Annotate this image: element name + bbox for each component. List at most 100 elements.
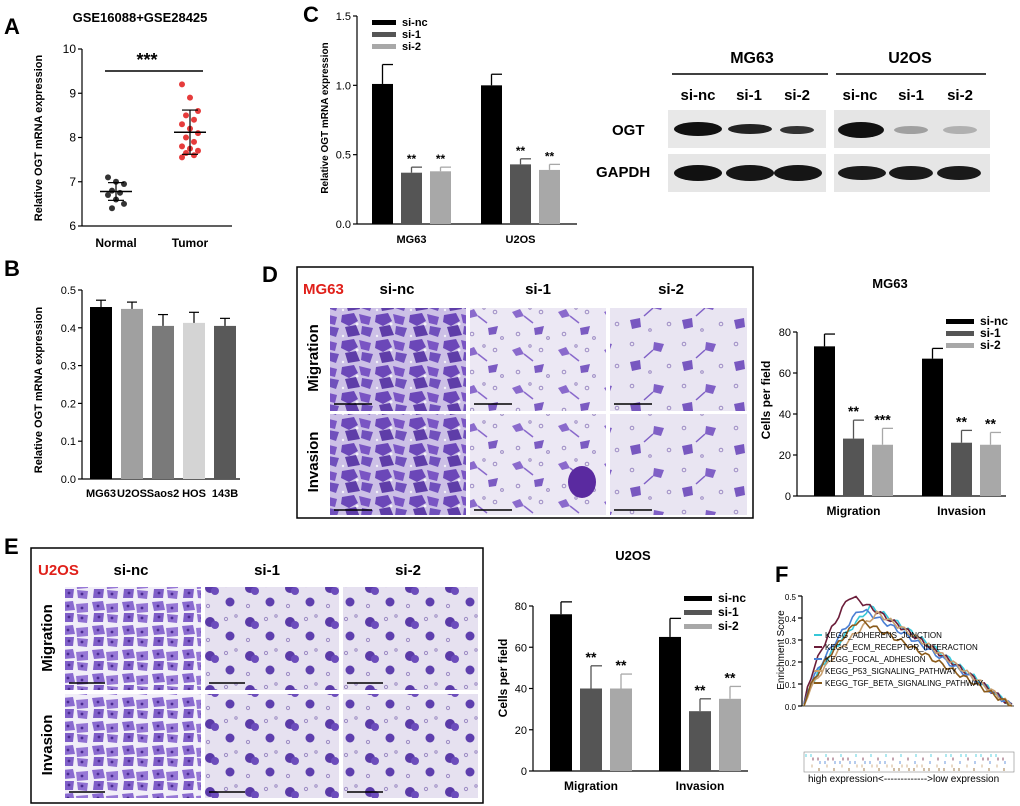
y-tick-label: 0.3 — [785, 637, 797, 646]
legend-label: KEGG_FOCAL_ADHESION — [825, 655, 926, 664]
data-point — [179, 154, 185, 161]
y-tick-label: 0.1 — [61, 436, 76, 448]
significance-label: ** — [848, 403, 859, 419]
panel-a-ylabel: Relative OGT mRNA expression — [33, 54, 45, 221]
panel-d-row-label: Migration — [305, 324, 322, 392]
data-point — [191, 152, 197, 159]
data-point — [195, 107, 201, 114]
panel-a-axes: 6 7 8 9 10 Normal Tumor — [63, 42, 232, 250]
y-tick-label: 7 — [69, 175, 76, 189]
bar — [550, 614, 572, 771]
blot-cellline-u2os: U2OS — [888, 50, 932, 67]
legend-label: si-nc — [980, 314, 1008, 328]
panel-f: F Enrichment Score 0.0 0.1 0.2 0.3 0.4 0.5 KE… — [775, 562, 1015, 785]
y-tick-label: 80 — [515, 601, 527, 613]
panel-e-row-label: Invasion — [39, 715, 56, 776]
data-point — [121, 180, 127, 187]
data-point — [179, 121, 185, 128]
panel-f-axes: 0.0 0.1 0.2 0.3 0.4 0.5 — [785, 593, 1014, 712]
micrograph-mg63-migration-si-2 — [610, 308, 747, 411]
panel-e: E U2OS si-nc si-1 si-2 Migration Invasio… — [4, 534, 748, 804]
panel-b-axes: 0.0 0.1 0.2 0.3 0.4 0.5 MG63 U2OS Saos2 HOS 143B — [61, 285, 240, 500]
panel-e-row-label: Migration — [39, 604, 56, 672]
legend-label: si-2 — [980, 338, 1001, 352]
micrograph-mg63-invasion-si-2 — [610, 414, 747, 515]
significance-label: ** — [985, 415, 996, 431]
y-tick-label: 80 — [779, 327, 791, 339]
enrichment-curve — [803, 608, 1013, 707]
bar — [90, 307, 112, 479]
panel-d-cell-line: MG63 — [303, 281, 344, 298]
micrograph-mg63-migration-si-nc — [330, 308, 466, 411]
data-point — [191, 116, 197, 123]
blot-band — [780, 126, 814, 134]
y-tick-label: 0.3 — [61, 361, 76, 373]
bar — [481, 85, 502, 224]
panel-d-frame — [296, 266, 754, 519]
data-point — [191, 138, 197, 145]
scale-bars — [69, 682, 383, 793]
data-point — [121, 200, 127, 207]
panel-e-cell-line: U2OS — [38, 562, 79, 579]
blot-row-ogt: OGT — [612, 122, 645, 139]
bar — [814, 346, 835, 496]
panel-d: D MG63 si-nc si-1 si-2 Migration Invasio… — [262, 262, 1008, 519]
data-point — [179, 143, 185, 150]
data-point — [183, 149, 189, 156]
panel-e-col-label: si-1 — [254, 562, 280, 579]
y-tick-label: 0 — [785, 491, 791, 503]
y-tick-label: 0.5 — [61, 285, 76, 297]
data-point — [113, 178, 119, 185]
y-tick-label: 0.5 — [336, 150, 351, 162]
bar — [580, 688, 602, 771]
significance-label: ** — [616, 657, 627, 673]
y-tick-label: 10 — [63, 42, 77, 56]
panel-f-legend: KEGG_ADHERENS_JUNCTION KEGG_ECM_RECEPTOR_… — [814, 631, 984, 688]
significance-label: ** — [586, 649, 597, 665]
data-point — [105, 192, 111, 199]
x-tick-label: Invasion — [937, 504, 986, 518]
micrograph-u2os-invasion-si-nc — [65, 694, 201, 798]
x-tick-label: Invasion — [676, 779, 725, 793]
panel-b-ylabel: Relative OGT mRNA expression — [33, 306, 45, 473]
legend-label: si-1 — [718, 605, 739, 619]
panel-e-ylabel: Cells per field — [496, 639, 510, 718]
blot-row-gapdh: GAPDH — [596, 164, 650, 181]
bar — [980, 444, 1001, 496]
bar — [183, 322, 205, 479]
y-tick-label: 0.0 — [785, 703, 797, 712]
bar — [610, 688, 632, 771]
panel-e-frame — [30, 547, 484, 804]
panel-e-letter: E — [4, 534, 19, 559]
western-blot: MG63 U2OS si-nc si-1 si-2 si-nc si-1 si-… — [596, 50, 990, 192]
y-tick-label: 0.4 — [785, 615, 797, 624]
micrograph-mg63-invasion-si-1 — [470, 414, 606, 515]
data-point — [187, 94, 193, 101]
legend-swatch — [684, 596, 712, 601]
blot-band — [728, 124, 772, 134]
bar — [872, 444, 893, 496]
data-point — [109, 205, 115, 212]
blot-band — [943, 126, 977, 134]
y-tick-label: 6 — [69, 219, 76, 233]
y-tick-label: 20 — [515, 725, 527, 737]
x-tick-label: MG63 — [86, 488, 116, 500]
data-point — [195, 147, 201, 154]
panel-a: A GSE16088+GSE28425 Relative OGT mRNA ex… — [4, 10, 232, 250]
rank-strip-frame — [803, 751, 1015, 773]
panel-a-title: GSE16088+GSE28425 — [73, 10, 208, 25]
legend-label: KEGG_TGF_BETA_SIGNALING_PATHWAY — [825, 679, 984, 688]
significance-label: ** — [436, 152, 446, 166]
legend-swatch — [946, 331, 974, 336]
y-tick-label: 40 — [515, 684, 527, 696]
micrograph-u2os-migration-si-2 — [343, 587, 478, 690]
significance-label: ** — [725, 669, 736, 685]
legend-label: si-1 — [402, 29, 421, 41]
y-tick-label: 60 — [515, 642, 527, 654]
bar — [430, 171, 451, 224]
significance-label: ** — [956, 413, 967, 429]
